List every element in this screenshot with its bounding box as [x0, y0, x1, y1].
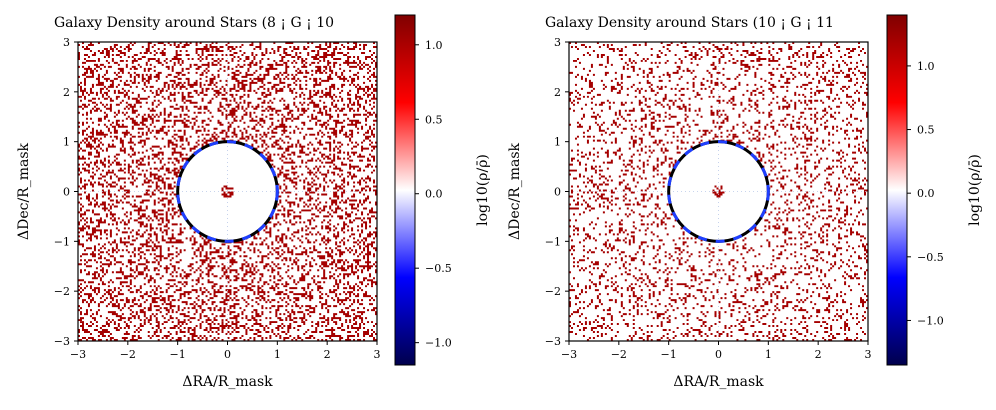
x-tick-label: 2: [324, 348, 331, 361]
colorbar-tick-label: −0.5: [425, 262, 452, 275]
y-tick-label: 2: [554, 86, 561, 99]
colorbar-tick-label: 0.5: [917, 124, 935, 137]
x-tick-label: 2: [815, 348, 822, 361]
x-tick-label: −2: [611, 348, 627, 361]
colorbar-label: log10(ρ/ρ̄): [475, 154, 491, 226]
colorbar-tick-label: −1.0: [917, 314, 944, 327]
y-tick-label: 0: [63, 186, 70, 199]
y-tick-label: 3: [554, 36, 561, 49]
colorbar: [394, 14, 416, 366]
x-tick-label: −3: [561, 348, 577, 361]
x-tick-label: 1: [274, 348, 281, 361]
colorbar-tick-label: 0.5: [425, 113, 443, 126]
x-tick-label: −1: [661, 348, 677, 361]
y-tick-label: −1: [545, 235, 561, 248]
mask-circle-blue: [667, 140, 770, 243]
y-tick-label: −3: [545, 335, 561, 348]
colorbar-tick-label: −1.0: [425, 337, 452, 350]
y-tick-label: −2: [54, 285, 70, 298]
heatmap-cells: [78, 42, 377, 341]
x-tick-label: 1: [765, 348, 772, 361]
colorbar-tick-label: 0.0: [917, 187, 935, 200]
panel-1: −3−3 −2 −2 −1 −1 0 0 1 1 2 2 3 3 Galaxy Density aroun…: [16, 14, 491, 390]
y-tick-label: −2: [545, 285, 561, 298]
x-tick-label: −1: [170, 348, 186, 361]
colorbar-tick-label: 0.0: [425, 188, 443, 201]
colorbar-tick-label: −0.5: [917, 251, 944, 264]
panel-2: −3−3 −2 −2 −1 −1 0 0 1 1 2 2 3 3 Galaxy Density aroun…: [507, 14, 983, 390]
x-tick-label: 3: [865, 348, 872, 361]
y-axis-label: ΔDec/R_mask: [507, 142, 523, 240]
density-pixels: [569, 42, 868, 341]
x-tick-label: −3: [70, 348, 86, 361]
y-tick-label: 3: [63, 36, 70, 49]
heatmap-cells: [569, 42, 868, 341]
density-pixels: [78, 42, 377, 341]
y-tick-label: −1: [54, 235, 70, 248]
y-tick-label: 2: [63, 86, 70, 99]
colorbar-tick-label: 1.0: [917, 60, 935, 73]
chart-title: Galaxy Density around Stars (10 ¡ G ¡ 11: [545, 15, 834, 31]
colorbar-label: log10(ρ/ρ̄): [967, 154, 983, 226]
y-tick-label: 1: [63, 136, 70, 149]
x-axis-label: ΔRA/R_mask: [182, 374, 273, 390]
colorbar-tick-label: 1.0: [425, 39, 443, 52]
x-tick-label: 0: [224, 348, 231, 361]
x-axis-label: ΔRA/R_mask: [673, 374, 764, 390]
y-tick-label: 1: [554, 136, 561, 149]
y-tick-label: −3: [54, 335, 70, 348]
x-tick-label: 3: [374, 348, 381, 361]
mask-circle-blue: [176, 140, 279, 243]
y-tick-label: 0: [554, 186, 561, 199]
colorbar: [886, 14, 908, 366]
x-tick-label: 0: [715, 348, 722, 361]
y-axis-label: ΔDec/R_mask: [16, 142, 32, 240]
x-tick-label: −2: [120, 348, 136, 361]
chart-title: Galaxy Density around Stars (8 ¡ G ¡ 10: [54, 15, 334, 31]
